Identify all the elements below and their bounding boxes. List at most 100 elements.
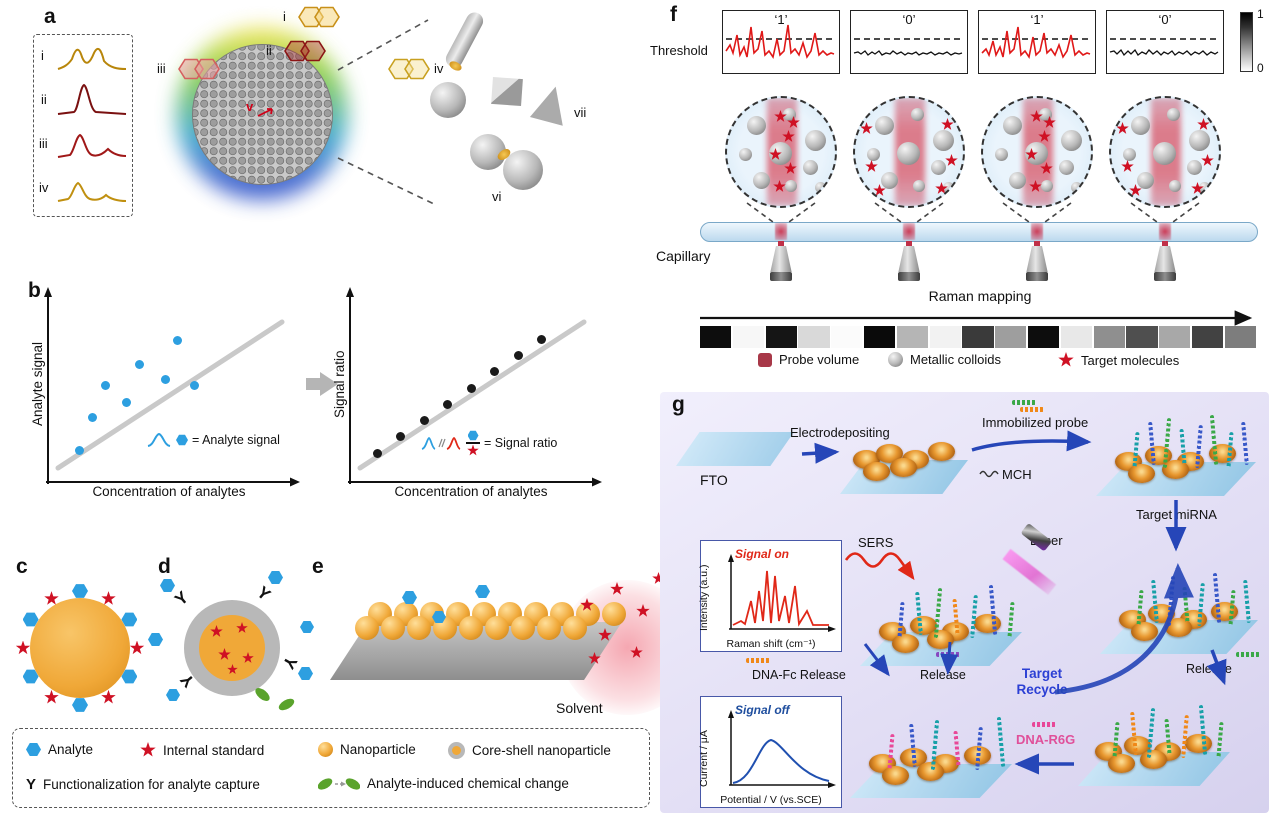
raman-shift-axis-label: Raman shift (cm⁻¹) [726, 638, 816, 650]
target-molecule-star [1197, 118, 1210, 130]
metallic-colloid [1039, 108, 1052, 121]
metallic-colloid [747, 116, 766, 135]
gold-nanoflower [909, 616, 937, 635]
v-arrow-icon [257, 108, 273, 117]
analyte-hexagon [402, 591, 417, 604]
gold-nanoflower [862, 462, 890, 481]
gold-nanoflower [882, 766, 910, 785]
trace-signal [725, 24, 835, 60]
gold-nanoflower [1161, 460, 1189, 479]
panel-c-label: c [16, 555, 28, 578]
raman-trace-plot-3: ‘1’ [978, 10, 1096, 74]
metallic-colloid [1189, 130, 1210, 151]
legend-target-molecules: Target molecules [1058, 352, 1179, 368]
barcode-cell [798, 326, 830, 348]
ratio-data-point [372, 448, 382, 458]
gold-nanoflower [927, 442, 955, 461]
analyte-hexagon [300, 620, 314, 634]
legend-nanoparticle-label: Nanoparticle [340, 742, 416, 757]
gold-nanoflower [1139, 750, 1167, 769]
metallic-colloid [931, 160, 946, 175]
internal-standard-star [101, 591, 116, 605]
core-shell-icon [448, 742, 465, 759]
capillary-tube [700, 222, 1258, 242]
film-nanoparticle [381, 616, 405, 640]
analyte-data-point [160, 374, 170, 384]
bit-label-1: ‘1’ [774, 12, 788, 27]
chemical-change-oval [253, 685, 272, 704]
panel-e-label: e [312, 555, 324, 578]
gold-nanoflower [1123, 736, 1151, 755]
gold-nanoflower [1127, 464, 1155, 483]
ratio-scatter-area [360, 320, 574, 468]
spectrum-iii-label: iii [39, 136, 48, 151]
target-molecule-star [1116, 122, 1129, 134]
legend-functionalization: Y Functionalization for analyte capture [26, 776, 260, 793]
analyte-hexagon [72, 698, 88, 712]
nanosphere-shape [430, 82, 466, 118]
target-molecule-star [769, 148, 782, 160]
signal-on-label: Signal on [735, 547, 789, 561]
internal-standard-star [236, 622, 248, 633]
potential-axis-label: Potential / V (vs.SCE) [720, 794, 822, 806]
metallic-colloid [1137, 172, 1154, 189]
metallic-colloid [1061, 130, 1082, 151]
analyte-data-point [87, 413, 97, 423]
film-nanoparticle [459, 616, 483, 640]
analyte-hexagon [432, 610, 446, 624]
probe-volume-circle-3 [981, 96, 1093, 208]
metallic-colloid [1131, 116, 1150, 135]
bare-nanoparticle [30, 598, 130, 698]
analyte-hexagon [268, 571, 283, 584]
analyte-plot-xlabel: Concentration of analytes [92, 484, 246, 499]
film-nanoparticle [511, 616, 535, 640]
target-molecule-star [1040, 162, 1053, 174]
voltammogram-trace [728, 710, 836, 788]
analyte-hexagon [121, 612, 138, 627]
nanoparticle-icon [318, 742, 333, 757]
mch-label: MCH [1002, 467, 1032, 482]
trace-signal [981, 26, 1091, 60]
metallic-colloid [1187, 160, 1202, 175]
metallic-colloid [867, 148, 880, 161]
probe-volume-circle-1 [725, 96, 837, 208]
laser-spot [903, 223, 915, 240]
internal-standard-star [218, 648, 231, 660]
released-plate [1078, 686, 1230, 786]
barcode-cell [863, 326, 896, 348]
analyte-hexagon [22, 612, 39, 627]
metallic-colloid [1167, 108, 1180, 121]
target-molecule-star [1191, 182, 1204, 194]
hexagon-icon [467, 430, 479, 441]
raman-trace-plot-4: ‘0’ [1106, 10, 1224, 74]
solvent-label: Solvent [556, 700, 603, 716]
legend-functionalization-label: Functionalization for analyte capture [43, 777, 260, 792]
threshold-label: Threshold [650, 43, 708, 58]
dna-fc-release-label: DNA-Fc Release [752, 668, 846, 682]
ratio-data-point [443, 399, 453, 409]
target-molecule-star [865, 160, 878, 172]
bit-label-4: ‘0’ [1158, 12, 1172, 27]
dna-fc-strand-icon [746, 658, 770, 663]
analyte-hexagon [160, 579, 175, 592]
chemical-change-icon [318, 777, 360, 790]
objective-base [770, 272, 792, 281]
legend-core-shell-label: Core-shell nanoparticle [472, 743, 611, 758]
metallic-colloid [911, 108, 924, 121]
target-molecule-star [782, 130, 795, 142]
target-recycle-label: Target Recycle [1016, 666, 1068, 697]
objective-lens [1154, 246, 1176, 272]
film-nanoparticle [602, 602, 626, 626]
panel-a-label: a [44, 5, 56, 28]
transform-arrow-head [320, 372, 338, 396]
reference-spectra-box: i ii iii iv [33, 34, 133, 217]
capture-linker-y: Y [278, 652, 301, 673]
y-linker-icon: Y [26, 776, 37, 793]
raman-trace-plot-2: ‘0’ [850, 10, 968, 74]
gold-nanoflower [1131, 622, 1159, 641]
ratio-data-point [466, 383, 476, 393]
panel-d-label: d [158, 555, 171, 578]
panel-b-label: b [28, 279, 41, 302]
colorbar-max-label: 1 [1257, 7, 1264, 21]
